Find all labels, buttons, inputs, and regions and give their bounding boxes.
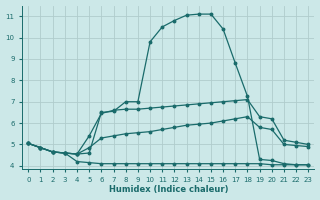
X-axis label: Humidex (Indice chaleur): Humidex (Indice chaleur) [108, 185, 228, 194]
